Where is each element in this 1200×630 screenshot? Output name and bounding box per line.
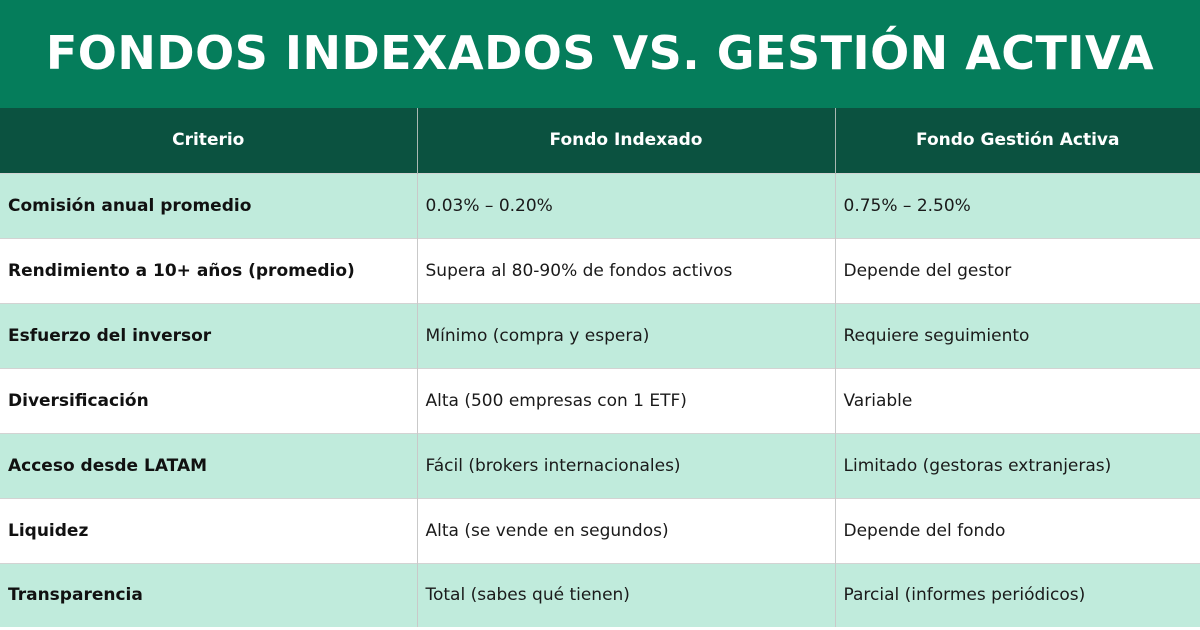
criterion-cell: Liquidez [0, 497, 418, 563]
active-fund-cell: Variable [835, 367, 1200, 433]
table-row: Diversificación Alta (500 empresas con 1… [0, 367, 1200, 433]
index-fund-cell: Fácil (brokers internacionales) [417, 432, 836, 498]
table-header-row: Criterio Fondo Indexado Fondo Gestión Ac… [0, 108, 1200, 173]
table-row: Acceso desde LATAM Fácil (brokers intern… [0, 432, 1200, 498]
criterion-cell: Comisión anual promedio [0, 172, 418, 238]
table-row: Comisión anual promedio 0.03% – 0.20% 0.… [0, 172, 1200, 238]
criterion-cell: Diversificación [0, 367, 418, 433]
active-fund-cell: Requiere seguimiento [835, 302, 1200, 368]
active-fund-cell: Parcial (informes periódicos) [835, 562, 1200, 627]
table-row: Transparencia Total (sabes qué tienen) P… [0, 562, 1200, 627]
header-fondo-indexado: Fondo Indexado [417, 108, 836, 173]
index-fund-cell: Alta (se vende en segundos) [417, 497, 836, 563]
criterion-cell: Rendimiento a 10+ años (promedio) [0, 237, 418, 303]
active-fund-cell: Depende del gestor [835, 237, 1200, 303]
table-row: Esfuerzo del inversor Mínimo (compra y e… [0, 302, 1200, 368]
page-title: FONDOS INDEXADOS VS. GESTIÓN ACTIVA [45, 26, 1155, 80]
criterion-cell: Acceso desde LATAM [0, 432, 418, 498]
index-fund-cell: Alta (500 empresas con 1 ETF) [417, 367, 836, 433]
active-fund-cell: 0.75% – 2.50% [835, 172, 1200, 238]
comparison-table-container: Criterio Fondo Indexado Fondo Gestión Ac… [0, 108, 1200, 630]
header-criterio: Criterio [0, 108, 418, 173]
index-fund-cell: Total (sabes qué tienen) [417, 562, 836, 627]
header-fondo-gestion-activa: Fondo Gestión Activa [835, 108, 1200, 173]
table-row: Liquidez Alta (se vende en segundos) Dep… [0, 497, 1200, 563]
index-fund-cell: Mínimo (compra y espera) [417, 302, 836, 368]
index-fund-cell: 0.03% – 0.20% [417, 172, 836, 238]
comparison-table: Criterio Fondo Indexado Fondo Gestión Ac… [0, 108, 1200, 627]
table-row: Rendimiento a 10+ años (promedio) Supera… [0, 237, 1200, 303]
title-banner: FONDOS INDEXADOS VS. GESTIÓN ACTIVA [0, 0, 1200, 108]
active-fund-cell: Limitado (gestoras extranjeras) [835, 432, 1200, 498]
index-fund-cell: Supera al 80-90% de fondos activos [417, 237, 836, 303]
criterion-cell: Transparencia [0, 562, 418, 627]
criterion-cell: Esfuerzo del inversor [0, 302, 418, 368]
active-fund-cell: Depende del fondo [835, 497, 1200, 563]
